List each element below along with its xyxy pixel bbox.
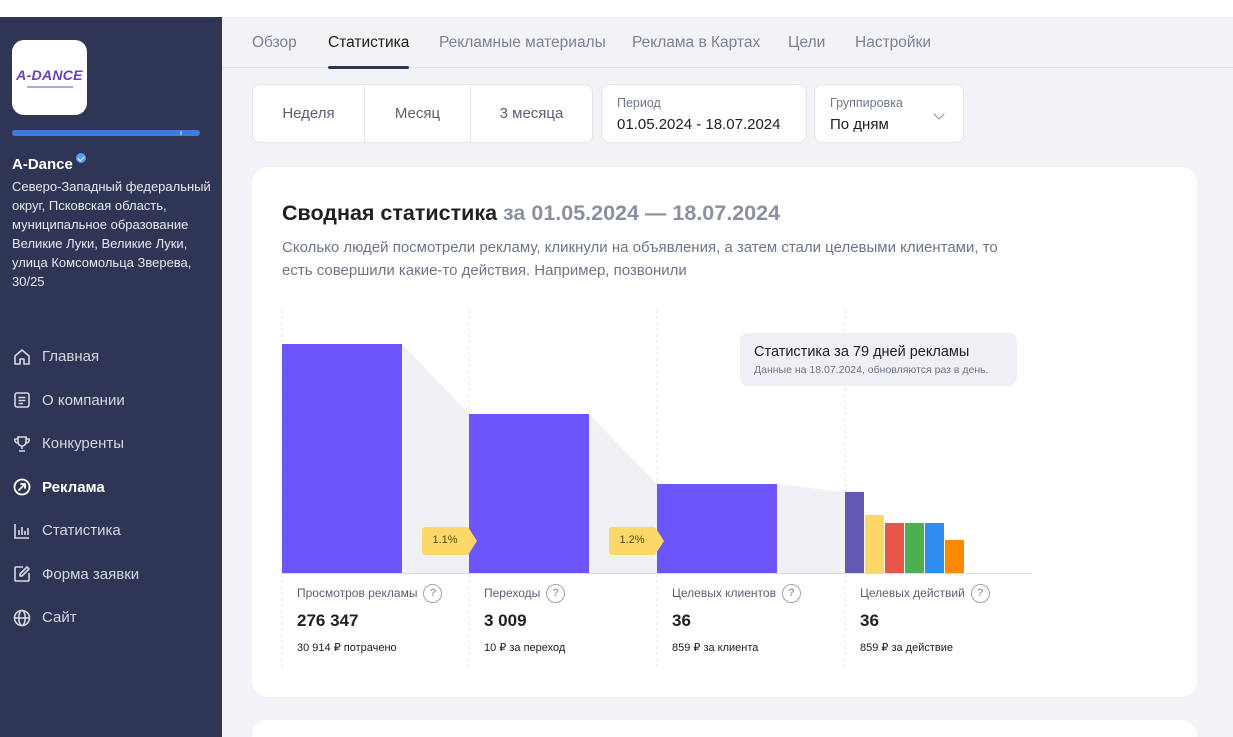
logo-underline xyxy=(26,86,73,88)
tab-ad-materials[interactable]: Рекламные материалы xyxy=(439,34,606,51)
metric-label: Целевых действий xyxy=(860,586,965,600)
sidebar-item-label: Главная xyxy=(42,348,100,366)
sidebar-item-label: Конкуренты xyxy=(42,435,125,453)
funnel-bar-target-clients xyxy=(657,484,777,573)
metric-clicks: Переходы? 3 009 10 ₽ за переход xyxy=(484,583,664,654)
tooltip-subtitle: Данные на 18.07.2024, обновляются раз в … xyxy=(754,364,989,376)
funnel-connector xyxy=(402,344,469,573)
metric-target-actions: Целевых действий? 36 859 ₽ за действие xyxy=(860,583,1040,654)
funnel-bar-action-segment xyxy=(865,515,884,573)
profile-progress-bar xyxy=(12,130,200,136)
sidebar-item-site[interactable]: Сайт xyxy=(0,596,222,640)
company-name-text: A-Dance xyxy=(12,156,73,173)
tab-overview[interactable]: Обзор xyxy=(252,34,297,51)
tab-ads-in-maps[interactable]: Реклама в Картах xyxy=(632,34,761,51)
chevron-down-icon xyxy=(933,108,945,120)
home-icon xyxy=(12,347,32,367)
period-field-value: 01.05.2024 - 18.07.2024 xyxy=(617,116,781,133)
summary-card: Сводная статистика за 01.05.2024 — 18.07… xyxy=(252,167,1197,697)
period-3-months-button[interactable]: 3 месяца xyxy=(499,105,564,122)
tab-goals[interactable]: Цели xyxy=(788,34,826,51)
grouping-label: Группировка xyxy=(830,96,903,110)
metric-value: 3 009 xyxy=(484,611,527,630)
sidebar-item-label: Сайт xyxy=(42,609,77,627)
metric-label: Целевых клиентов xyxy=(672,586,776,600)
trophy-icon xyxy=(12,434,32,454)
globe-icon xyxy=(12,608,32,628)
summary-title-text: Сводная статистика xyxy=(282,201,498,225)
sidebar-item-about[interactable]: О компании xyxy=(0,379,222,423)
grouping-select[interactable]: Группировка По дням xyxy=(814,84,964,143)
metric-label: Переходы xyxy=(484,586,541,600)
sidebar-item-label: Реклама xyxy=(42,478,105,496)
metric-value: 36 xyxy=(860,611,879,630)
funnel-bar-clicks xyxy=(469,414,589,573)
funnel-bar-action-segment xyxy=(925,523,944,573)
help-icon[interactable]: ? xyxy=(423,583,443,603)
tab-statistics[interactable]: Статистика xyxy=(328,34,410,69)
metric-target-clients: Целевых клиентов? 36 859 ₽ за клиента xyxy=(672,583,852,654)
sidebar-item-lead-form[interactable]: Форма заявки xyxy=(0,553,222,597)
metric-sub: 30 914 ₽ потрачено xyxy=(297,642,397,654)
period-field-label: Период xyxy=(617,96,661,110)
funnel-bar-views xyxy=(282,344,402,573)
stats-info-tooltip: Статистика за 79 дней рекламы Данные на … xyxy=(740,333,1017,386)
funnel-bar-action-segment xyxy=(885,523,904,573)
period-date-field[interactable]: Период 01.05.2024 - 18.07.2024 xyxy=(601,84,807,143)
sidebar-item-competitors[interactable]: Конкуренты xyxy=(0,422,222,466)
tab-bar: Обзор Статистика Рекламные материалы Рек… xyxy=(222,17,1233,69)
period-presets: Неделя Месяц 3 месяца xyxy=(252,84,593,143)
sidebar-item-label: Статистика xyxy=(42,522,121,540)
metric-sub: 859 ₽ за действие xyxy=(860,642,954,654)
metric-sub: 859 ₽ за клиента xyxy=(672,642,759,654)
top-strip xyxy=(0,0,1233,17)
metric-value: 276 347 xyxy=(297,611,359,630)
summary-title-period: за 01.05.2024 — 18.07.2024 xyxy=(503,201,781,225)
period-week-button[interactable]: Неделя xyxy=(253,85,365,142)
metric-value: 36 xyxy=(672,611,691,630)
funnel-bar-action-segment xyxy=(945,540,964,573)
next-card xyxy=(252,720,1197,737)
funnel-bar-action-segment xyxy=(905,523,924,573)
sidebar-item-ads[interactable]: Реклама xyxy=(0,466,222,510)
sidebar-item-statistics[interactable]: Статистика xyxy=(0,509,222,553)
summary-description: Сколько людей посмотрели рекламу, кликну… xyxy=(282,239,998,279)
period-month-button[interactable]: Месяц xyxy=(365,85,471,142)
conversion-badge-text: 1.2% xyxy=(619,534,645,546)
sidebar-item-label: Форма заявки xyxy=(42,565,140,583)
metric-views: Просмотров рекламы? 276 347 30 914 ₽ пот… xyxy=(297,583,477,654)
grouping-value: По дням xyxy=(830,116,889,133)
sidebar-item-label: О компании xyxy=(42,391,125,409)
company-logo[interactable]: A-DANCE xyxy=(12,40,87,115)
logo-text: A-DANCE xyxy=(16,67,83,83)
metric-sub: 10 ₽ за переход xyxy=(484,642,566,654)
document-icon xyxy=(12,390,32,410)
help-icon[interactable]: ? xyxy=(546,583,566,603)
ad-arrow-icon xyxy=(12,477,32,497)
sidebar-item-home[interactable]: Главная xyxy=(0,335,222,379)
conversion-badge: 1.1% xyxy=(422,527,478,555)
funnel-bar-action-segment xyxy=(845,492,864,573)
company-name: A-Dance xyxy=(12,153,86,173)
tab-settings[interactable]: Настройки xyxy=(855,34,932,51)
edit-form-icon xyxy=(12,564,32,584)
summary-title: Сводная статистика за 01.05.2024 — 18.07… xyxy=(282,201,780,226)
bar-chart-icon xyxy=(12,521,32,541)
tooltip-title: Статистика за 79 дней рекламы xyxy=(754,344,970,360)
help-icon[interactable]: ? xyxy=(781,583,801,603)
help-icon[interactable]: ? xyxy=(970,583,990,603)
conversion-badge: 1.2% xyxy=(609,527,665,555)
verified-icon xyxy=(75,153,86,163)
sidebar: A-DANCE A-Dance Северо-Западный федераль… xyxy=(0,17,222,737)
metric-label: Просмотров рекламы xyxy=(297,586,418,600)
sidebar-nav: Главная О компании Конкуренты Реклама Ст… xyxy=(0,335,222,640)
funnel-connector xyxy=(777,484,845,573)
company-address: Северо-Западный федеральный округ, Псков… xyxy=(12,179,211,289)
conversion-badge-text: 1.1% xyxy=(432,534,458,546)
